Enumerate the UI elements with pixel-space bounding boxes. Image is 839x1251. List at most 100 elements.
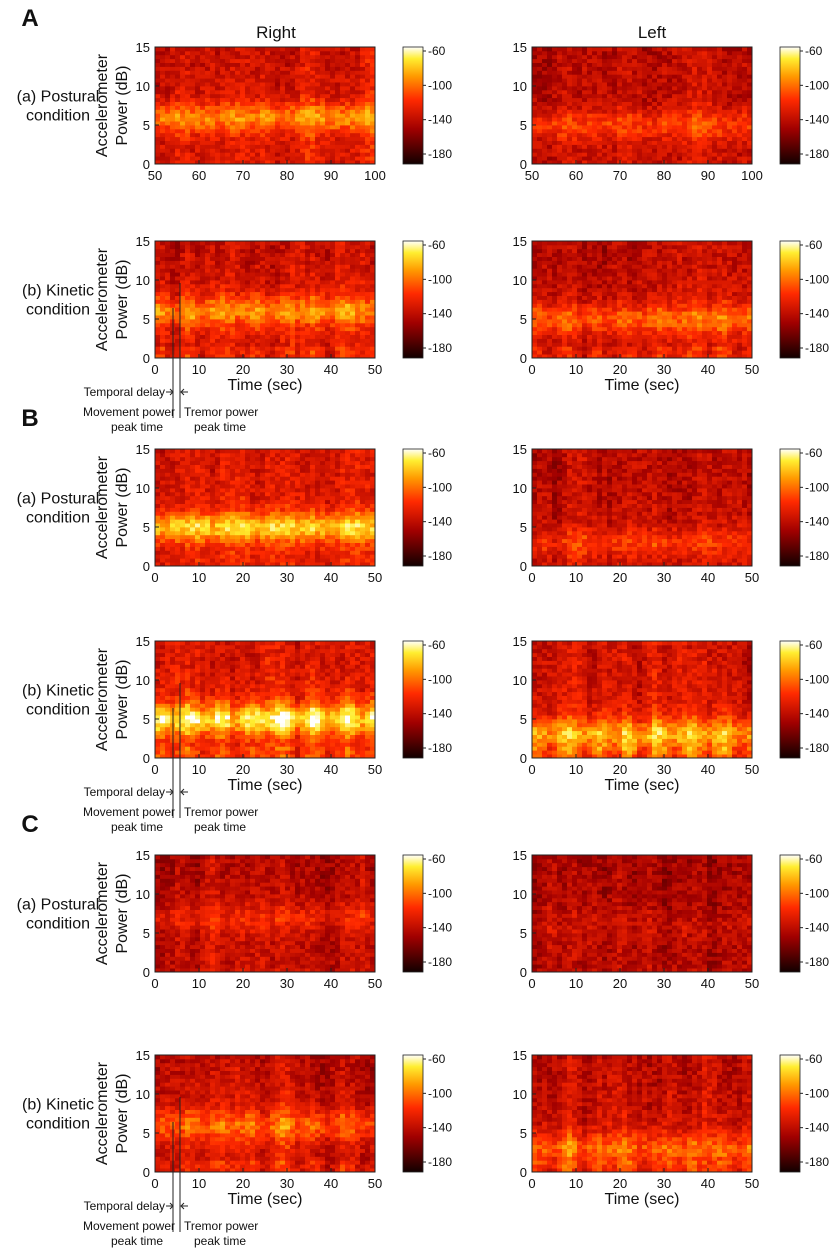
heatmap-cell [360, 338, 366, 343]
heatmap-cell [160, 70, 166, 75]
heatmap-cell [537, 121, 543, 126]
y-axis-label: Accelerometer Power (dB) [94, 247, 131, 351]
heatmap-cell [350, 260, 356, 265]
heatmap-cell [592, 342, 598, 347]
heatmap-cell [185, 109, 191, 114]
heatmap-cell [592, 338, 598, 343]
heatmap-cell [582, 244, 588, 250]
heatmap-cell [597, 260, 603, 265]
heatmap-cell [155, 62, 161, 67]
heatmap-cell [290, 252, 296, 257]
heatmap-cell [265, 303, 271, 308]
heatmap-cell [642, 272, 648, 277]
heatmap-cell [662, 276, 668, 281]
heatmap-cell [677, 89, 683, 95]
heatmap-cell [350, 248, 356, 254]
heatmap-cell [662, 326, 668, 332]
heatmap-cell [290, 128, 296, 134]
heatmap-cell [290, 303, 296, 308]
heatmap-cell [330, 132, 336, 138]
heatmap-cell [562, 299, 568, 304]
heatmap-cell [682, 334, 688, 339]
heatmap-cell [290, 330, 296, 335]
heatmap-cell [210, 248, 216, 254]
y-tick-label: 10 [136, 79, 150, 94]
heatmap-cell [210, 326, 216, 332]
heatmap-cell [345, 315, 351, 320]
heatmap-cell [717, 140, 723, 145]
heatmap-cell [350, 311, 356, 316]
heatmap-cell [642, 132, 648, 138]
heatmap-cell [290, 156, 296, 161]
heatmap-cell [255, 82, 261, 87]
heatmap-cell [230, 326, 236, 332]
heatmap-cell [547, 62, 553, 67]
heatmap-cell [170, 280, 176, 285]
heatmap-cell [160, 58, 166, 63]
heatmap-cell [532, 148, 538, 153]
heatmap-cell [622, 117, 628, 122]
heatmap-cell [632, 136, 638, 141]
heatmap-cell [255, 350, 261, 355]
heatmap-cell [260, 291, 266, 296]
heatmap-cell [617, 132, 623, 138]
heatmap-cell [220, 252, 226, 257]
heatmap-cell [647, 311, 653, 316]
heatmap-cell [562, 244, 568, 250]
heatmap-cell [350, 346, 356, 351]
heatmap-cell [340, 276, 346, 281]
heatmap-cell [662, 101, 668, 106]
heatmap-cell [677, 109, 683, 114]
heatmap-cell [567, 97, 573, 102]
heatmap-cell [557, 338, 563, 343]
heatmap-cell [235, 136, 241, 141]
heatmap-cell [597, 148, 603, 153]
heatmap-cell [185, 260, 191, 265]
heatmap-cell [732, 128, 738, 134]
heatmap-cell [682, 338, 688, 343]
heatmap-cell [547, 58, 553, 63]
heatmap-cell [622, 244, 628, 250]
heatmap-cell [652, 322, 658, 328]
heatmap-cell [547, 136, 553, 141]
heatmap-cell [692, 152, 698, 157]
heatmap-cell [612, 121, 618, 126]
heatmap-cell [155, 140, 161, 145]
heatmap-cell [577, 58, 583, 63]
heatmap-cell [225, 315, 231, 320]
heatmap-cell [335, 58, 341, 63]
heatmap-cell [562, 295, 568, 300]
heatmap-cell [315, 326, 321, 332]
heatmap-cell [225, 82, 231, 87]
heatmap-cell [682, 105, 688, 110]
heatmap-cell [220, 136, 226, 141]
heatmap-cell [532, 342, 538, 347]
heatmap-cell [330, 268, 336, 273]
heatmap-cell [370, 260, 376, 265]
heatmap-cell [205, 264, 211, 269]
heatmap-cell [662, 322, 668, 328]
heatmap-cell [315, 248, 321, 254]
heatmap-cell [155, 47, 161, 52]
heatmap-cell [632, 303, 638, 308]
heatmap-cell [215, 113, 221, 118]
heatmap-cell [280, 315, 286, 320]
heatmap-cell [637, 152, 643, 157]
heatmap-cell [602, 244, 608, 250]
heatmap-cell [572, 152, 578, 157]
heatmap-cell [265, 264, 271, 269]
heatmap-cell [667, 241, 673, 246]
heatmap-cell [582, 160, 588, 165]
heatmap-cell [330, 287, 336, 293]
y-tick-label: 5 [520, 118, 527, 133]
heatmap-cell [180, 105, 186, 110]
heatmap-cell [265, 47, 271, 52]
heatmap-cell [165, 101, 171, 106]
heatmap-cell [345, 260, 351, 265]
heatmap-cell [602, 86, 608, 91]
heatmap-cell [682, 280, 688, 285]
heatmap-cell [165, 144, 171, 149]
heatmap-cell [612, 105, 618, 110]
heatmap-cell [647, 82, 653, 87]
heatmap-cell [230, 350, 236, 355]
